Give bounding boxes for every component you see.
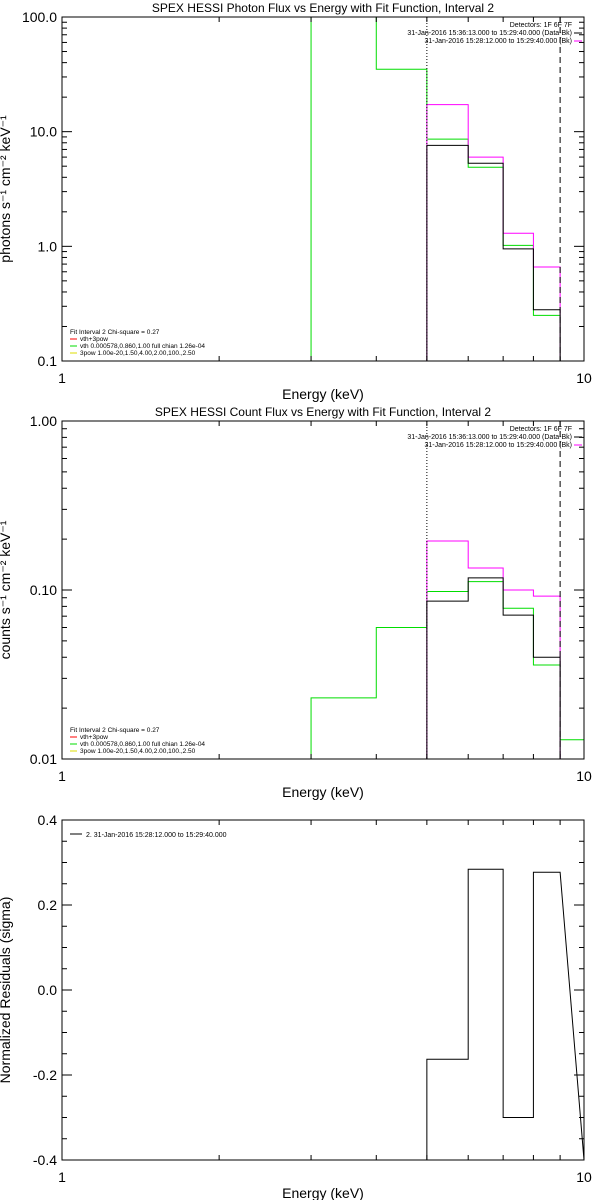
info-line: 31-Jan-2016 15:28:12.000 to 15:29:40.000…	[425, 38, 573, 45]
chart-title: SPEX HESSI Count Flux vs Energy with Fit…	[155, 405, 491, 419]
panel-residuals: 1 10 -0.4 -0.2 0.0 0.2 0.4 Energy (keV) Normaliz…	[0, 812, 592, 1200]
x-tick-label: 10	[576, 1169, 592, 1185]
plot-frame	[61, 16, 585, 362]
info-line: 31-Jan-2016 15:28:12.000 to 15:29:40.000…	[425, 442, 573, 449]
y-tick-label: 0.01	[30, 751, 57, 767]
legend-text: vth 0.000578,0.860,1.00 full chian 1.26e…	[80, 741, 205, 748]
info-line: Detectors: 1F 6F 7F	[510, 22, 572, 29]
series-background-line	[426, 104, 561, 361]
y-tick-label: 0.1	[38, 353, 58, 369]
legend-fit-header: Fit Interval 2 Chi-square = 0.27	[70, 727, 160, 734]
info-line: Detectors: 1F 6F 7F	[510, 426, 572, 433]
y-tick-label: -0.4	[33, 1152, 57, 1168]
series-background-line	[426, 540, 561, 759]
plot-frame	[61, 819, 585, 1161]
y-tick-label: 0.10	[30, 582, 57, 598]
y-axis-label: photons s⁻¹ cm⁻² keV⁻¹	[0, 115, 13, 263]
y-tick-label: 100.0	[22, 9, 57, 25]
y-tick-label: 0.2	[38, 897, 58, 913]
y-axis-label: Normalized Residuals (sigma)	[0, 897, 13, 1084]
x-axis-label: Energy (keV)	[282, 1185, 364, 1200]
legend-text: vth+3pow	[80, 336, 108, 343]
x-axis-label: Energy (keV)	[282, 386, 364, 402]
x-tick-label: 10	[576, 370, 592, 386]
x-tick-label: 1	[58, 768, 66, 784]
y-tick-label: 10.0	[30, 124, 57, 140]
legend-text: 3pow 1.00e-20,1.50,4.00,2.00,100.,2.50	[80, 350, 196, 357]
info-line: 31-Jan-2016 15:36:13.000 to 15:29:40.000…	[407, 434, 572, 441]
y-tick-label: 0.4	[38, 812, 58, 828]
x-axis-label: Energy (keV)	[282, 784, 364, 800]
y-tick-label: 0.0	[38, 982, 58, 998]
x-tick-label: 1	[58, 370, 66, 386]
y-tick-label: 1.00	[30, 413, 57, 429]
series-model-line	[310, 581, 584, 759]
y-tick-label: -0.2	[33, 1067, 57, 1083]
legend-text: vth 0.000578,0.860,1.00 full chian 1.26e…	[80, 343, 205, 350]
plot-area	[310, 540, 584, 759]
legend-text: 3pow 1.00e-20,1.50,4.00,2.00,100.,2.50	[80, 748, 196, 755]
series-data-line	[426, 144, 561, 361]
panel-photon: SPEX HESSI Photon Flux vs Energy with Fi…	[0, 1, 592, 402]
legend-fit-header: Fit Interval 2 Chi-square = 0.27	[70, 329, 160, 336]
x-tick-label: 10	[576, 768, 592, 784]
residual-line	[426, 868, 584, 1160]
x-tick-label: 1	[58, 1169, 66, 1185]
legend-text: vth+3pow	[80, 734, 108, 741]
chart-title: SPEX HESSI Photon Flux vs Energy with Fi…	[152, 1, 494, 15]
plot-area	[426, 868, 584, 1160]
legend-text: 2. 31-Jan-2016 15:28:12.000 to 15:29:40.…	[86, 832, 227, 839]
panel-count: SPEX HESSI Count Flux vs Energy with Fit…	[0, 405, 592, 800]
info-line: 31-Jan-2016 15:36:13.000 to 15:29:40.000…	[407, 30, 572, 37]
series-data-line	[426, 577, 561, 759]
series-model-line	[310, 17, 561, 361]
plot-area	[310, 17, 561, 361]
y-axis-label: counts s⁻¹ cm⁻² keV⁻¹	[0, 520, 13, 659]
y-tick-label: 1.0	[38, 238, 58, 254]
